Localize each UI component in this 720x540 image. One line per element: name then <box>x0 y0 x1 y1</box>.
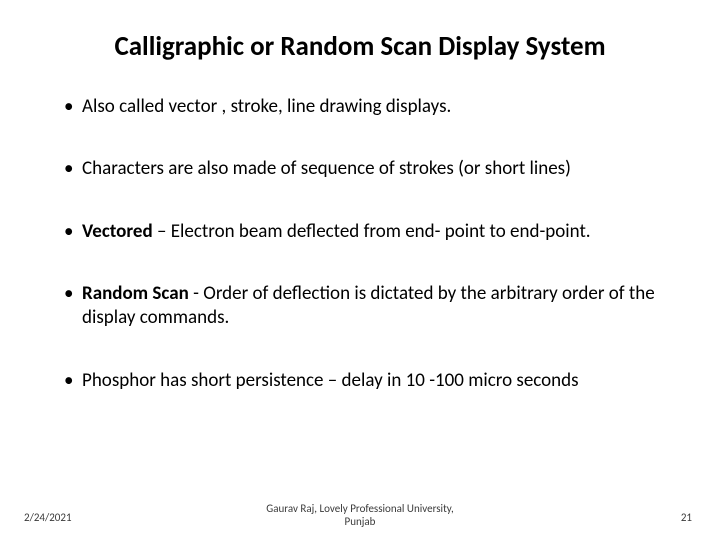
bullet-text: Characters are also made of sequence of … <box>82 157 571 180</box>
bullet-text: – Electron beam deflected from end- poin… <box>157 220 591 243</box>
footer-center-line1: Gaurav Raj, Lovely Professional Universi… <box>266 502 453 515</box>
bullet-item: Vectored – Electron beam deflected from … <box>64 220 684 244</box>
bullet-item: Random Scan - Order of deflection is dic… <box>64 282 684 331</box>
bullet-text: Phosphor has short persistence – delay i… <box>82 369 579 392</box>
bullet-list: Also called vector , stroke, line drawin… <box>36 95 684 393</box>
bullet-bold: Random Scan <box>82 282 193 305</box>
bullet-text: Also called vector , stroke, line drawin… <box>82 95 451 118</box>
bullet-item: Phosphor has short persistence – delay i… <box>64 369 684 393</box>
slide-title: Calligraphic or Random Scan Display Syst… <box>36 30 684 63</box>
bullet-item: Also called vector , stroke, line drawin… <box>64 95 684 119</box>
footer-center: Gaurav Raj, Lovely Professional Universi… <box>0 502 720 528</box>
bullet-bold: Vectored <box>82 220 157 243</box>
footer-page-number: 21 <box>681 511 692 524</box>
slide: Calligraphic or Random Scan Display Syst… <box>0 0 720 540</box>
footer: 2/24/2021 Gaurav Raj, Lovely Professiona… <box>0 498 720 528</box>
footer-center-line2: Punjab <box>345 515 376 528</box>
bullet-item: Characters are also made of sequence of … <box>64 157 684 181</box>
